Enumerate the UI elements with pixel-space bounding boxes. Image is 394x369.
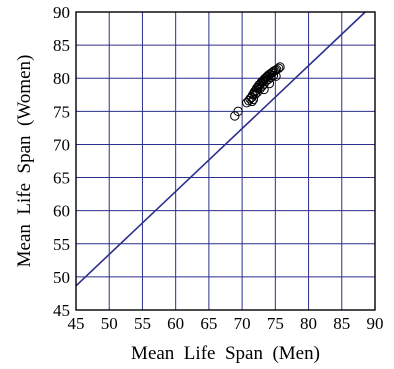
data-point <box>233 106 243 117</box>
y-tick-label: 80 <box>53 69 70 88</box>
data-point <box>275 62 285 72</box>
x-tick-label: 75 <box>267 314 284 333</box>
x-tick-label: 45 <box>68 314 85 333</box>
data-point <box>247 96 257 107</box>
x-tick-label: 55 <box>134 314 151 333</box>
x-tick-label: 50 <box>101 314 118 333</box>
data-point <box>264 78 275 89</box>
y-tick-label: 70 <box>53 135 70 154</box>
y-tick-label: 75 <box>53 102 70 121</box>
x-axis-title: Mean Life Span (Men) <box>131 343 320 364</box>
x-tick-labels: 45 50 55 60 65 70 75 80 85 90 <box>68 314 384 333</box>
x-tick-label: 90 <box>367 314 384 333</box>
y-tick-label: 45 <box>53 301 70 320</box>
data-points <box>230 62 285 121</box>
data-point <box>271 71 281 81</box>
x-tick-label: 85 <box>333 314 350 333</box>
data-point <box>230 111 240 121</box>
x-tick-label: 80 <box>300 314 317 333</box>
x-tick-label: 70 <box>234 314 251 333</box>
reference-line-layer <box>75 11 366 287</box>
plot-frame <box>75 11 376 311</box>
reference-line <box>75 11 366 287</box>
data-point <box>265 72 276 83</box>
data-point <box>252 87 263 97</box>
y-tick-label: 55 <box>53 235 70 254</box>
y-tick-labels: 45 50 55 60 65 70 75 80 85 90 <box>53 3 70 320</box>
y-tick-label: 90 <box>53 3 70 22</box>
x-tick-label: 65 <box>200 314 217 333</box>
data-point <box>271 64 282 75</box>
grid <box>76 12 375 310</box>
data-point <box>248 94 259 105</box>
y-tick-label: 65 <box>53 169 70 188</box>
y-tick-label: 60 <box>53 202 70 221</box>
y-tick-label: 85 <box>53 36 70 55</box>
y-tick-label: 50 <box>53 268 70 287</box>
x-tick-label: 60 <box>167 314 184 333</box>
y-axis-title: Mean Life Span (Women) <box>14 55 35 268</box>
data-point <box>259 84 269 95</box>
data-point <box>261 76 271 86</box>
